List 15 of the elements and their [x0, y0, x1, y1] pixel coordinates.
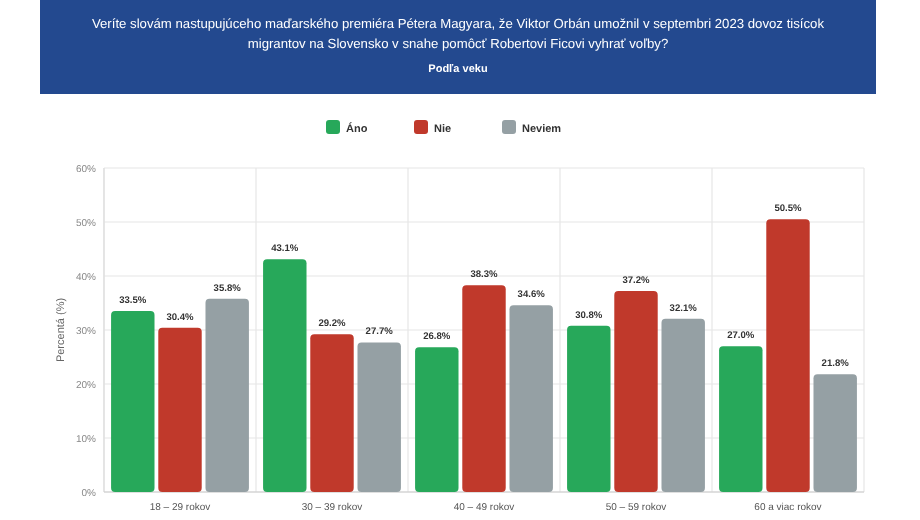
- bar: [509, 305, 553, 492]
- bar: [567, 325, 611, 492]
- bar: [661, 318, 705, 492]
- bar: [462, 285, 506, 492]
- bar: [111, 311, 155, 492]
- bar: [205, 298, 249, 492]
- bar: [719, 346, 763, 492]
- bar: [263, 259, 307, 492]
- bar: [813, 374, 857, 492]
- bar: [415, 347, 459, 492]
- bar: [310, 334, 354, 492]
- bar: [357, 342, 401, 492]
- bar: [614, 291, 658, 492]
- bar: [766, 219, 810, 492]
- bar: [158, 327, 202, 492]
